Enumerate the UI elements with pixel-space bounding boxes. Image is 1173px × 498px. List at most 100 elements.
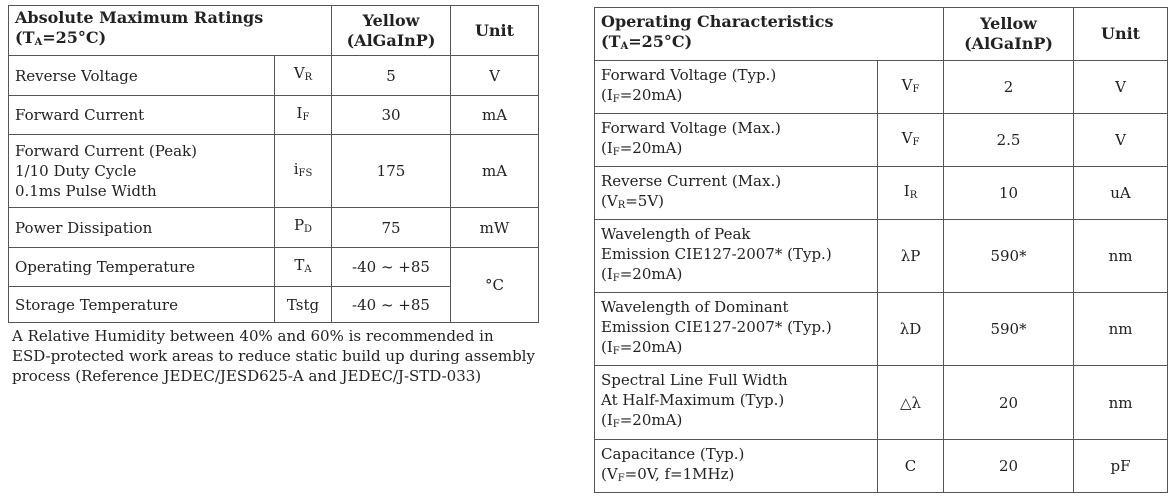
table-row: Capacitance (Typ.) (VF=0V, f=1MHz) C 20 p… xyxy=(594,439,1169,493)
symbol-cell: iFS xyxy=(274,134,332,208)
symbol-sub: FS xyxy=(298,167,313,179)
param-text: Forward Voltage (Typ.) xyxy=(601,65,777,84)
value-cell: 10 xyxy=(943,166,1075,220)
value-cell: 2.5 xyxy=(943,113,1075,167)
material-label: (AlGaInP) xyxy=(346,30,436,50)
table-title: Operating Characteristics (TA=25°C) xyxy=(593,7,945,61)
param-text: Reverse Current (Max.) xyxy=(601,171,782,190)
material-label: (AlGaInP) xyxy=(964,34,1053,53)
table-row: Operating Temperature TA -40 ~ +85 °C xyxy=(8,247,539,323)
symbol-cell: C xyxy=(876,439,945,493)
param-text: Wavelength of Peak Emission CIE127-2007*… xyxy=(601,224,832,263)
table-row: Forward Voltage (Max.) (IF=20mA) VF 2.5 V xyxy=(594,113,1169,167)
symbol-text: Tstg xyxy=(286,295,320,314)
unit-cell: uA xyxy=(1073,166,1169,220)
symbol-cell: VF xyxy=(876,60,945,114)
symbol-sub: R xyxy=(909,189,918,201)
param-cell: Capacitance (Typ.) (VF=0V, f=1MHz) xyxy=(594,439,878,493)
cond-sub: F xyxy=(612,419,620,430)
symbol-text: λP xyxy=(900,247,921,265)
esd-note: A Relative Humidity between 40% and 60% … xyxy=(12,327,535,385)
absolute-max-ratings-table: Absolute Maximum Ratings (TA=25°C) Yello… xyxy=(8,5,539,323)
unit-cell: mW xyxy=(450,207,539,248)
cond-sub: R xyxy=(617,199,626,211)
cond-sub: F xyxy=(612,345,620,357)
condition-sub: A xyxy=(620,40,629,52)
value-cell: 5 xyxy=(331,55,451,96)
param-text: Spectral Line Full Width At Half-Maximum… xyxy=(601,371,788,409)
value-cell: -40 ~ +85 xyxy=(331,247,451,287)
symbol-text: V xyxy=(901,128,913,147)
symbol-text: I xyxy=(903,181,910,200)
symbol-cell: IR xyxy=(876,166,945,220)
yellow-column-header: Yellow (AlGaInP) xyxy=(331,5,451,56)
operating-characteristics-table: Operating Characteristics (TA=25°C) Yell… xyxy=(593,7,1169,493)
symbol-sub: F xyxy=(912,136,920,148)
unit-cell: nm xyxy=(1073,365,1169,440)
yellow-label: Yellow xyxy=(980,14,1037,33)
condition-prefix: (T xyxy=(601,31,621,51)
param-text: Forward Voltage (Max.) xyxy=(601,118,781,137)
symbol-cell: TA xyxy=(274,247,332,287)
symbol-text: I xyxy=(296,103,303,122)
unit-column-header: Unit xyxy=(1073,7,1169,61)
table-header-row: Operating Characteristics (TA=25°C) Yell… xyxy=(593,7,1169,61)
unit-cell: pF xyxy=(1073,439,1169,493)
param-cell: Forward Current xyxy=(8,95,275,135)
value-cell: 175 xyxy=(331,134,451,208)
unit-cell: nm xyxy=(1073,219,1169,293)
cond-suffix: =20mA) xyxy=(619,411,683,429)
cond-suffix: =20mA) xyxy=(619,138,683,157)
unit-cell: nm xyxy=(1073,292,1169,366)
symbol-text: P xyxy=(293,216,305,234)
symbol-sub: F xyxy=(912,83,920,95)
symbol-text: V xyxy=(901,75,913,94)
value-cell: 30 xyxy=(331,95,451,135)
symbol-sub: R xyxy=(304,72,313,83)
cond-prefix: (V xyxy=(601,464,618,483)
value-cell: 20 xyxy=(943,365,1075,440)
cond-suffix: =0V, f=1MHz) xyxy=(624,464,735,483)
param-text: Capacitance (Typ.) xyxy=(601,444,745,463)
unit-cell: mA xyxy=(450,134,539,208)
cond-suffix: =5V) xyxy=(625,191,665,210)
table-row: Spectral Line Full Width At Half-Maximum… xyxy=(594,365,1169,440)
param-cell: Storage Temperature xyxy=(8,286,275,323)
symbol-cell: Tstg xyxy=(274,286,332,323)
cond-prefix: (I xyxy=(601,264,613,283)
value-cell: 75 xyxy=(331,207,451,248)
yellow-label: Yellow xyxy=(362,10,420,30)
condition-prefix: (T xyxy=(15,28,35,47)
cond-suffix: =20mA) xyxy=(619,337,683,356)
symbol-text: λD xyxy=(899,320,922,338)
param-cell: Spectral Line Full Width At Half-Maximum… xyxy=(594,365,878,440)
cond-suffix: =20mA) xyxy=(619,85,683,104)
param-cell: Reverse Current (Max.) (VR=5V) xyxy=(594,166,878,220)
table-row: Forward Current (Peak) 1/10 Duty Cycle 0… xyxy=(8,134,539,208)
table-row: Forward Current IF 30 mA xyxy=(8,95,539,135)
symbol-cell: λP xyxy=(876,219,945,293)
value-cell: 590* xyxy=(943,292,1075,366)
value-cell: 20 xyxy=(943,439,1075,493)
symbol-text: T xyxy=(294,255,305,274)
unit-cell: V xyxy=(1073,113,1169,167)
value-cell: 590* xyxy=(943,219,1075,293)
cond-prefix: (I xyxy=(601,138,613,157)
cond-prefix: (I xyxy=(601,337,613,356)
title-text: Absolute Maximum Ratings xyxy=(15,8,264,27)
symbol-cell: PD xyxy=(274,207,332,248)
cond-sub: F xyxy=(617,472,625,484)
cond-prefix: (I xyxy=(601,85,613,104)
cond-prefix: (I xyxy=(601,411,613,429)
cond-sub: F xyxy=(612,93,620,105)
table-row: Reverse Voltage VR 5 V xyxy=(8,55,539,96)
symbol-text: △λ xyxy=(899,393,922,412)
param-cell: Operating Temperature xyxy=(8,247,275,287)
param-cell: Forward Current (Peak) 1/10 Duty Cycle 0… xyxy=(8,134,275,208)
cond-sub: F xyxy=(612,146,620,158)
unit-cell: mA xyxy=(450,95,539,135)
symbol-text: C xyxy=(904,457,917,475)
symbol-cell: VF xyxy=(876,113,945,167)
table-header-row: Absolute Maximum Ratings (TA=25°C) Yello… xyxy=(8,5,539,56)
condition-suffix: =25°C) xyxy=(628,31,693,51)
